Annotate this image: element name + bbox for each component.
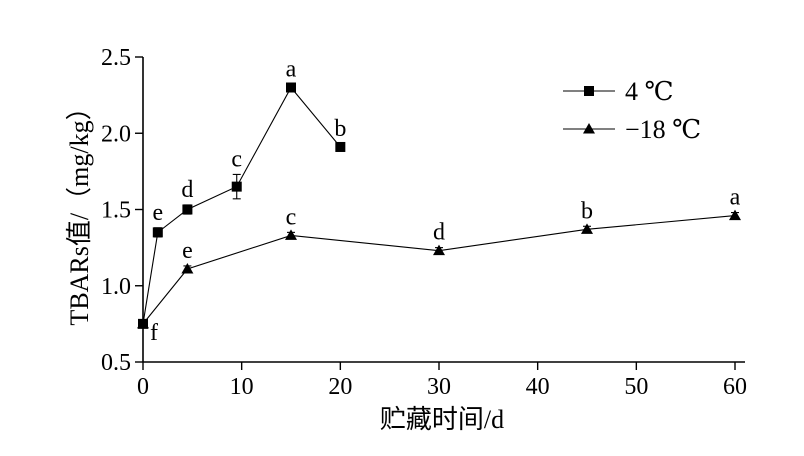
- x-tick-label: 20: [328, 374, 352, 400]
- significance-label: e: [182, 238, 193, 264]
- legend-marker: [583, 123, 595, 134]
- series-layer: [137, 82, 741, 329]
- y-axis-label: TBARs值/（mg/kg）: [65, 94, 94, 325]
- series-minus18c-line: [142, 215, 736, 325]
- significance-label: a: [730, 185, 741, 211]
- legend: 4 ℃ −18 ℃: [563, 77, 701, 144]
- significance-label: b: [334, 116, 346, 142]
- series-minus18c-point: [581, 223, 593, 234]
- significance-label: d: [433, 220, 445, 246]
- legend-label: −18 ℃: [625, 115, 701, 144]
- series-4c-point: [335, 141, 346, 152]
- x-tick-label: 60: [723, 374, 747, 400]
- y-tick-label: 2.5: [101, 45, 131, 71]
- y-tick-label: 0.5: [101, 350, 131, 376]
- x-tick-label: 40: [526, 374, 550, 400]
- legend-marker: [584, 86, 594, 96]
- significance-label: f: [150, 320, 158, 346]
- series-4c-point: [152, 227, 163, 238]
- series-4c-point: [286, 82, 296, 93]
- significance-label: c: [231, 146, 242, 172]
- series-minus18c-point: [137, 317, 149, 329]
- significance-label: b: [581, 198, 593, 224]
- x-tick-label: 10: [230, 374, 254, 400]
- series-minus18c-point: [433, 244, 445, 256]
- significance-label: d: [181, 177, 193, 203]
- x-tick-label: 50: [624, 374, 648, 400]
- x-axis-label: 贮藏时间/d: [380, 405, 504, 434]
- legend-item-4c: 4 ℃: [563, 77, 674, 106]
- legend-label: 4 ℃: [625, 77, 674, 106]
- legend-item-minus18c: −18 ℃: [563, 115, 701, 144]
- significance-label: e: [152, 200, 163, 226]
- series-minus18c-point: [285, 229, 297, 240]
- x-tick-label: 30: [427, 374, 451, 400]
- series-minus18c: [137, 209, 741, 329]
- significance-label: c: [286, 204, 297, 230]
- y-tick-label: 1.5: [101, 198, 131, 224]
- ticks: 0 10 20 30 40 50 60 0.5 1.0 1.5 2.0 2.5: [101, 45, 747, 400]
- series-minus18c-point: [729, 209, 741, 221]
- series-4c-point: [182, 204, 193, 215]
- y-tick-label: 1.0: [101, 274, 131, 300]
- y-tick-label: 2.0: [101, 121, 131, 147]
- significance-label: a: [286, 56, 297, 82]
- series-4c-point: [231, 181, 242, 192]
- series-minus18c-point: [181, 262, 194, 274]
- x-tick-label: 0: [137, 374, 149, 400]
- series-4c-line: [142, 86, 341, 324]
